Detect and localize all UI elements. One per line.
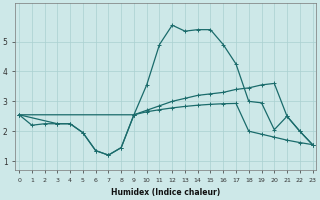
X-axis label: Humidex (Indice chaleur): Humidex (Indice chaleur) xyxy=(111,188,220,197)
